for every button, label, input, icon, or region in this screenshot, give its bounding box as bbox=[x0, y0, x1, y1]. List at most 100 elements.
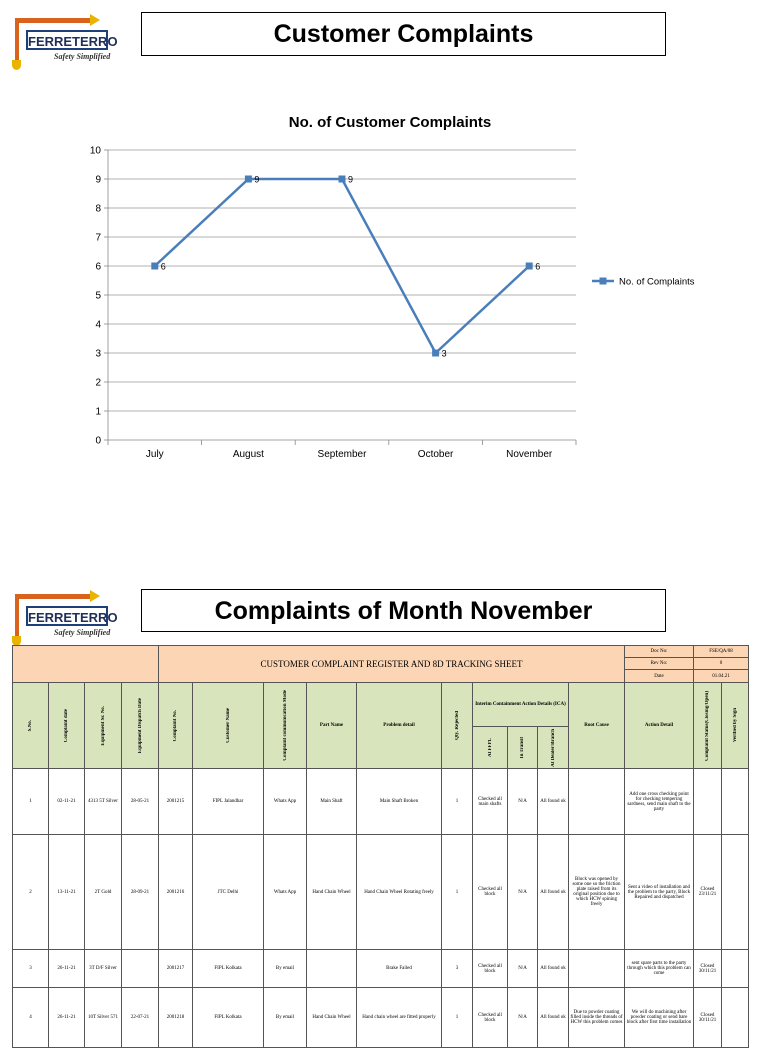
y-tick-label: 8 bbox=[95, 204, 101, 215]
cell-equipment: 2T Gold bbox=[84, 834, 122, 950]
doc-label: Doc No: bbox=[624, 645, 694, 658]
data-label: 9 bbox=[254, 175, 259, 185]
table-row: 1 02-11-21 4313 5T Silver 28-05-21 2001215 FI… bbox=[12, 768, 749, 835]
cell-at-ffpl: Checked all block bbox=[472, 987, 508, 1048]
cell-part: Hand Chain Wheel bbox=[306, 834, 357, 950]
month-title: Complaints of Month November bbox=[141, 589, 666, 632]
y-tick-label: 4 bbox=[95, 320, 101, 331]
data-point bbox=[525, 262, 533, 270]
cell-part bbox=[306, 949, 357, 988]
cell-at-ffpl: Checked all block bbox=[472, 834, 508, 950]
data-point bbox=[244, 175, 252, 183]
y-tick-label: 6 bbox=[95, 262, 101, 273]
col-in-transit: In Transit bbox=[507, 726, 538, 769]
cell-verified bbox=[721, 768, 749, 835]
complaint-register-table: CUSTOMER COMPLAINT REGISTER AND 8D TRACK… bbox=[12, 645, 749, 1048]
rev-value: 0 bbox=[693, 657, 749, 670]
col-sno: S.No. bbox=[12, 682, 49, 769]
data-label: 9 bbox=[348, 175, 353, 185]
x-tick-label: October bbox=[418, 449, 454, 460]
cell-dispatch bbox=[121, 949, 159, 988]
logo-tagline: Safety Simplified bbox=[54, 628, 111, 637]
data-label: 6 bbox=[535, 262, 540, 272]
col-complaint-no: Complaint No. bbox=[158, 682, 193, 769]
data-point bbox=[151, 262, 159, 270]
date-value: 01.04.21 bbox=[693, 669, 749, 683]
cell-sno: 2 bbox=[12, 834, 49, 950]
cell-date: 02-11-21 bbox=[48, 768, 85, 835]
cell-mode: Whats App bbox=[263, 834, 307, 950]
cell-in-transit: N/A bbox=[507, 987, 538, 1048]
cell-equipment: 4313 5T Silver bbox=[84, 768, 122, 835]
rev-label: Rev No: bbox=[624, 657, 694, 670]
page-title: Customer Complaints bbox=[141, 12, 666, 56]
cell-mode: By email bbox=[263, 949, 307, 988]
cell-qty: 1 bbox=[441, 987, 473, 1048]
cell-qty: 1 bbox=[441, 834, 473, 950]
cell-sno: 1 bbox=[12, 768, 49, 835]
chart-title: No. of Customer Complaints bbox=[289, 114, 492, 131]
cell-dispatch: 22-07-21 bbox=[121, 987, 159, 1048]
data-label: 6 bbox=[161, 262, 166, 272]
cell-dispatch: 28-09-21 bbox=[121, 834, 159, 950]
col-verified: Verified by Sign bbox=[721, 682, 749, 769]
cell-problem: Main Shaft Broken bbox=[356, 768, 442, 835]
cell-verified bbox=[721, 949, 749, 988]
cell-problem: Hand chain wheel are fitted properly bbox=[356, 987, 442, 1048]
cell-at-dealer: All found ok bbox=[537, 987, 569, 1048]
company-logo: FERRETERRO Safety Simplified bbox=[12, 14, 132, 76]
cell-mode: By email bbox=[263, 987, 307, 1048]
cell-problem: Hand Chain Wheel Rotating freely bbox=[356, 834, 442, 950]
y-tick-label: 2 bbox=[95, 378, 101, 389]
data-point bbox=[338, 175, 346, 183]
y-tick-label: 9 bbox=[95, 175, 101, 186]
cell-sno: 4 bbox=[12, 987, 49, 1048]
cell-equipment: 3T D/F Silver bbox=[84, 949, 122, 988]
cell-qty: 3 bbox=[441, 949, 473, 988]
cell-complaint-no: 2001215 bbox=[158, 768, 193, 835]
col-root-cause: Root Cause bbox=[568, 682, 625, 769]
col-mode: Complaint communication Mode bbox=[263, 682, 307, 769]
col-qty: Qty. Rejected bbox=[441, 682, 473, 769]
cell-root-cause: Due to powder coating filled inside the … bbox=[568, 987, 625, 1048]
cell-date: 26-11-21 bbox=[48, 987, 85, 1048]
complaints-chart: No. of Customer Complaints 0 1 2 3 4 5 6 7 8 9 10 Ju… bbox=[0, 100, 768, 480]
line-chart-svg: No. of Customer Complaints 0 1 2 3 4 5 6 7 8 9 10 Ju… bbox=[90, 114, 695, 460]
cell-root-cause bbox=[568, 768, 625, 835]
cell-action: Sent a video of installation and the pro… bbox=[624, 834, 694, 950]
cell-status: Closed 30/11/21 bbox=[693, 987, 722, 1048]
cell-action: sent spare parts to the party through wh… bbox=[624, 949, 694, 988]
col-action: Action Detail bbox=[624, 682, 694, 769]
company-logo-2: FERRETERRO Safety Simplified bbox=[12, 590, 132, 652]
cell-part: Main Shaft bbox=[306, 768, 357, 835]
col-status: Complaint Status(Closing/Open) bbox=[693, 682, 722, 769]
cell-status: Closed 30/11/21 bbox=[693, 949, 722, 988]
data-point bbox=[432, 349, 440, 357]
cell-in-transit: N/A bbox=[507, 834, 538, 950]
x-tick-label: November bbox=[506, 449, 553, 460]
col-complaint-date: Complaint date bbox=[48, 682, 85, 769]
cell-at-dealer: All found ok bbox=[537, 768, 569, 835]
y-tick-label: 0 bbox=[95, 436, 101, 447]
legend-label: No. of Complaints bbox=[619, 277, 695, 288]
x-tick-label: July bbox=[146, 449, 164, 460]
logo-tagline: Safety Simplified bbox=[54, 52, 111, 61]
cell-status bbox=[693, 768, 722, 835]
cell-action: Add one cross checking point for checkin… bbox=[624, 768, 694, 835]
cell-complaint-no: 2001216 bbox=[158, 834, 193, 950]
cell-in-transit: N/A bbox=[507, 768, 538, 835]
table-row: 3 26-11-21 3T D/F Silver 2001217 FIPL Kolkat… bbox=[12, 949, 749, 988]
legend-swatch-marker bbox=[599, 277, 607, 285]
cell-status: Closed 23/11/21 bbox=[693, 834, 722, 950]
cell-customer: FIPL Kolkata bbox=[192, 949, 264, 988]
cell-root-cause: Block was opened by some one so the fric… bbox=[568, 834, 625, 950]
col-equipment: Equipment Sr. No. bbox=[84, 682, 122, 769]
col-problem: Problem detail bbox=[356, 682, 442, 769]
cell-customer: FIPL Jalandhar bbox=[192, 768, 264, 835]
cell-at-ffpl: Checked all block bbox=[472, 949, 508, 988]
col-at-dealer: At Dealer/Branch bbox=[537, 726, 569, 769]
cell-action: We will do machining after powder coatin… bbox=[624, 987, 694, 1048]
y-tick-label: 5 bbox=[95, 291, 101, 302]
cell-at-dealer: All found ok bbox=[537, 834, 569, 950]
cell-equipment: 10T Silver 571 bbox=[84, 987, 122, 1048]
